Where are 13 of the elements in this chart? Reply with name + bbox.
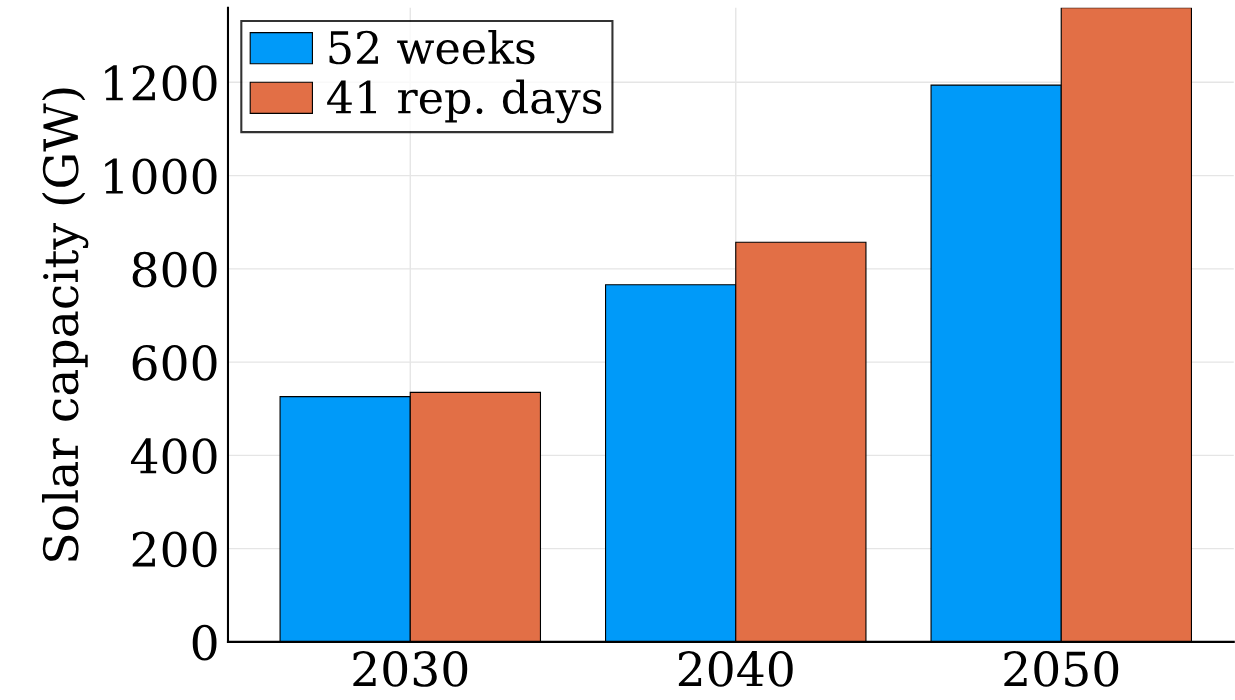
legend-label: 41 rep. days [327,79,602,124]
x-tick-label: 2050 [1004,651,1119,687]
y-tick-label: 600 [132,345,217,381]
x-tick-label: 2040 [678,651,793,687]
legend-label: 52 weeks [329,29,535,65]
y-tick-label: 1000 [105,158,217,195]
x-tick-label: 2030 [353,651,468,687]
y-tick-label: 800 [132,251,217,288]
y-axis-title: Solar capacity (GW) [41,88,89,561]
y-tick-label: 0 [192,624,217,661]
y-tick-label: 1200 [105,65,217,101]
y-tick-label: 400 [130,438,217,474]
y-tick-label: 200 [132,531,217,568]
